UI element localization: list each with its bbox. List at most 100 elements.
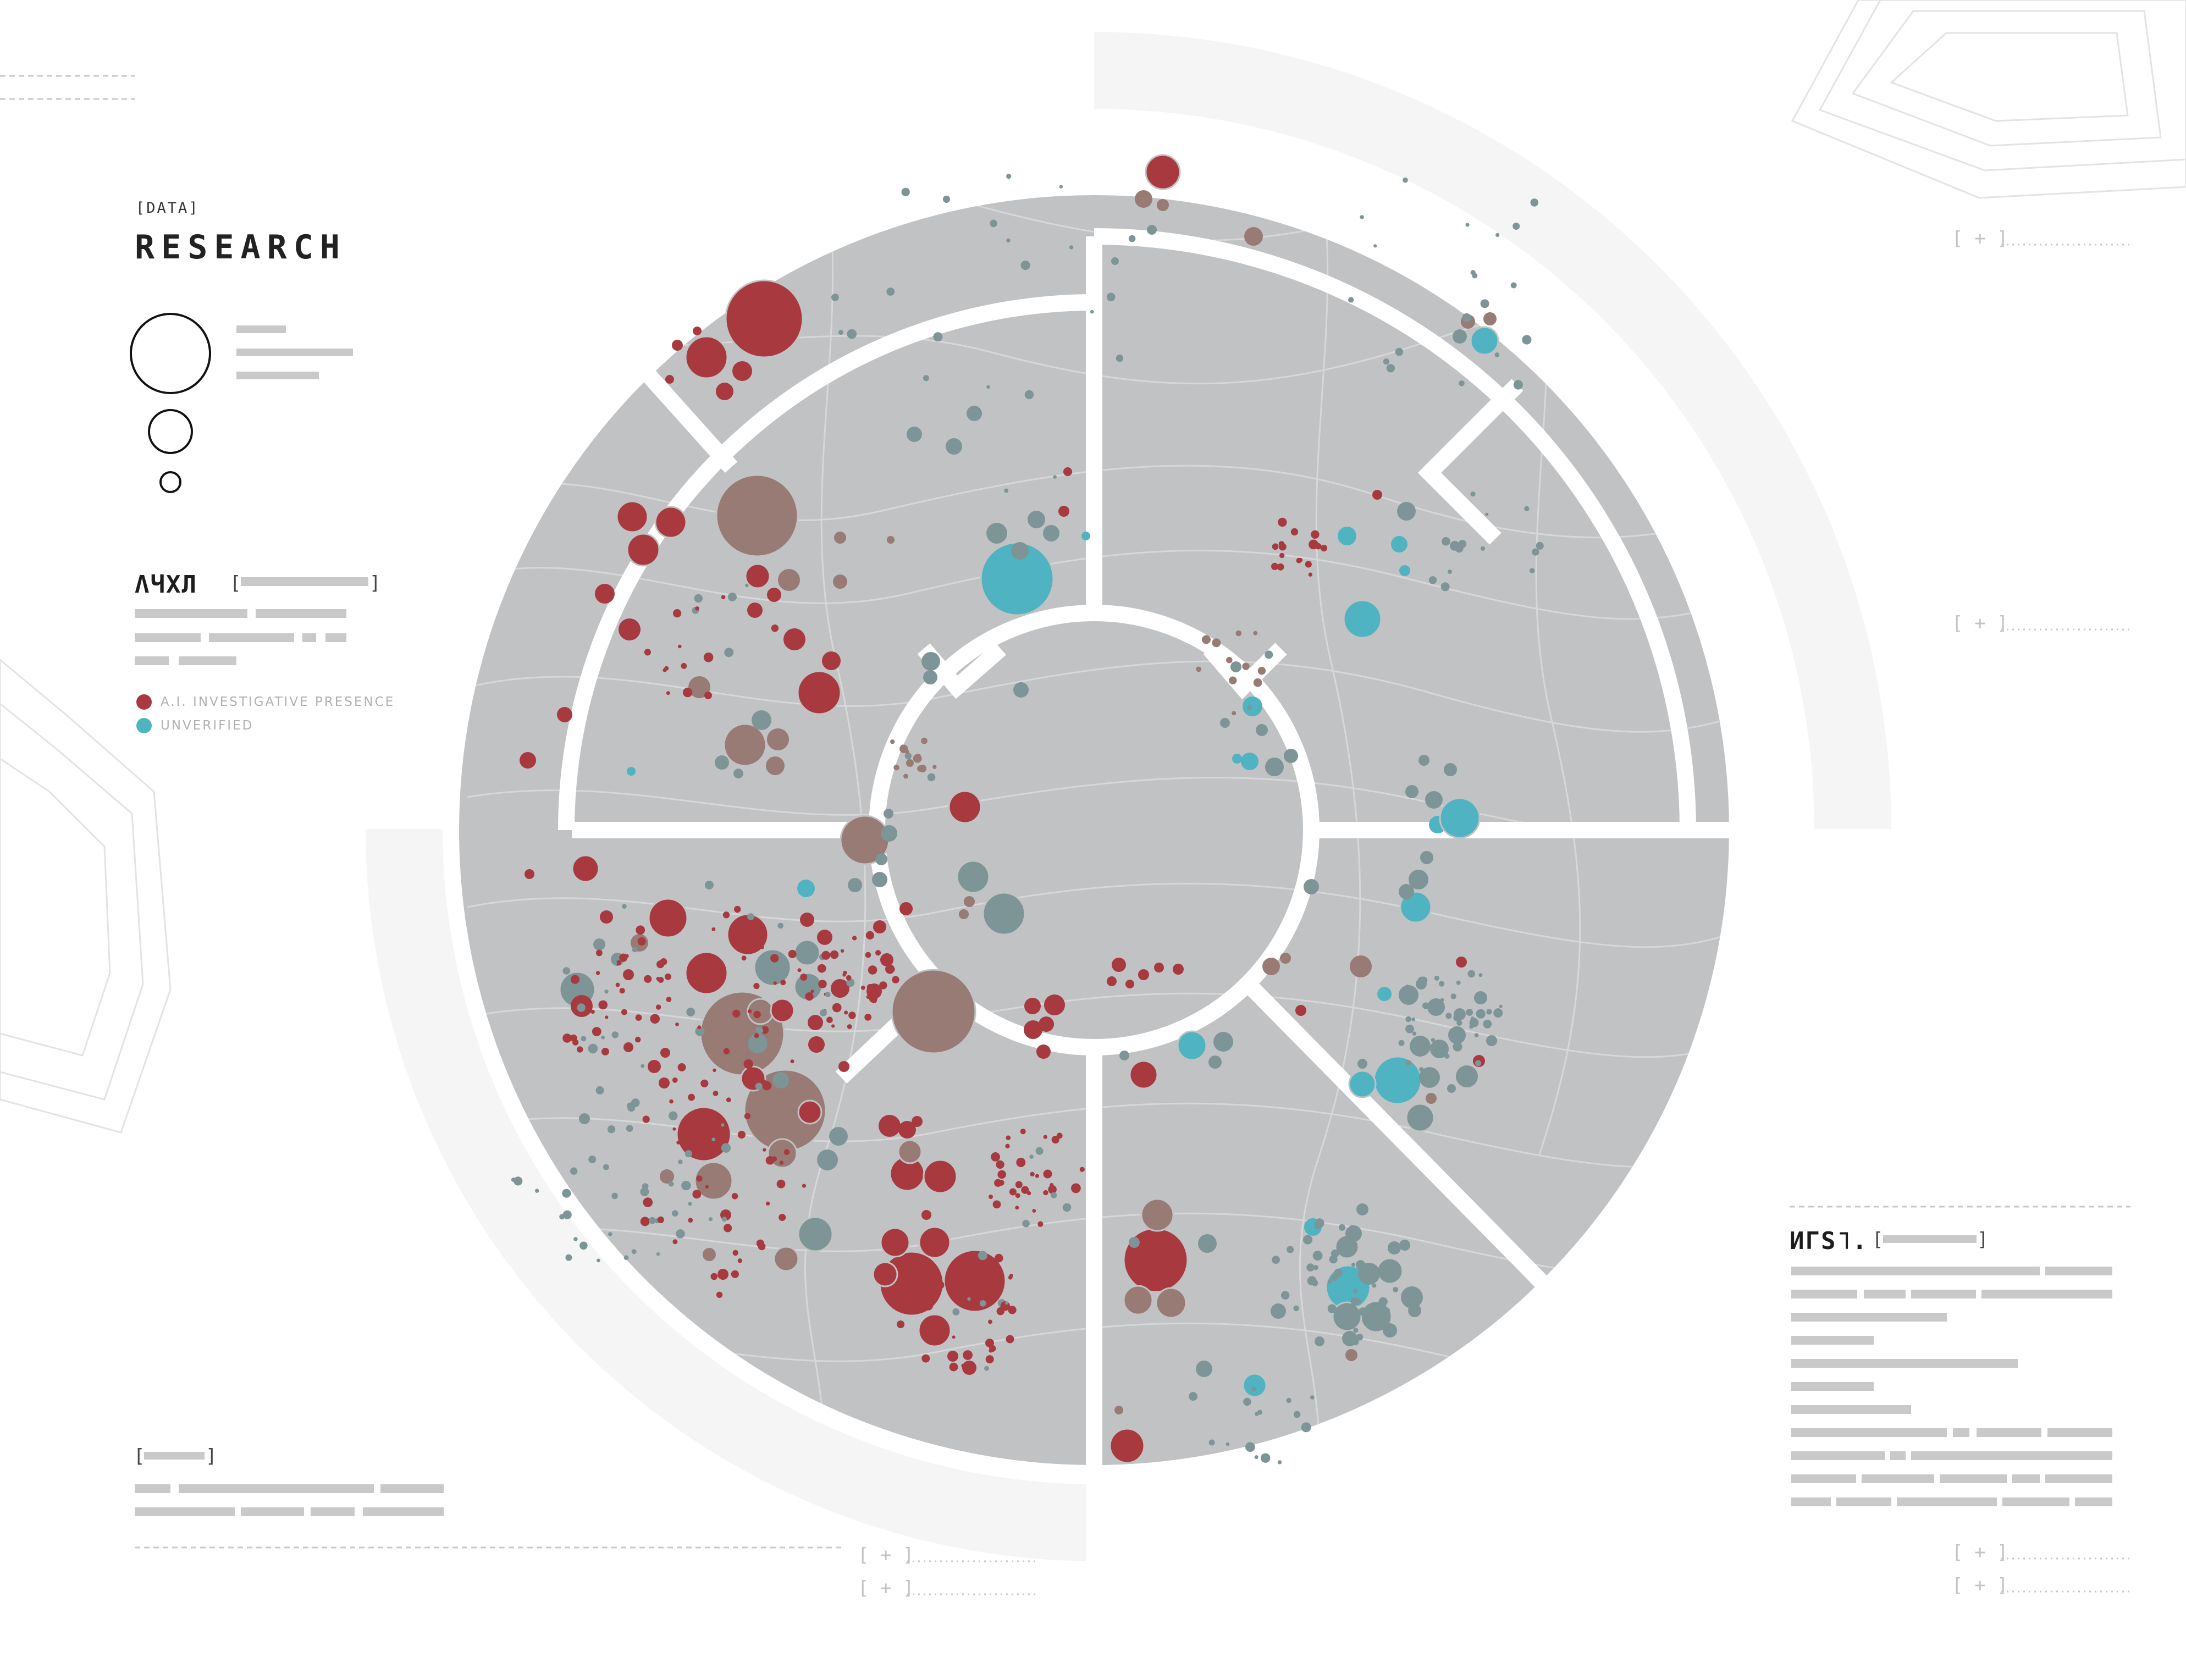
bubble-dot — [1356, 1260, 1366, 1270]
bubble-dot — [825, 992, 831, 997]
bubble — [1256, 724, 1268, 736]
bubble-dot — [779, 1160, 784, 1165]
bottom-left-bracket-open: [ — [134, 1445, 145, 1467]
bubble-dot — [562, 967, 571, 975]
bubble-dot — [601, 1047, 609, 1055]
bubble-dot — [1450, 993, 1456, 999]
bubble-dot — [635, 1014, 642, 1021]
bubble — [967, 406, 982, 421]
bubble-dot — [1293, 1411, 1301, 1418]
bubble-dot — [579, 1241, 588, 1250]
bubble-dot — [577, 1046, 583, 1053]
bubble-dot — [688, 1202, 692, 1206]
size-legend-small-circle — [159, 471, 181, 493]
bubble-dot — [1495, 233, 1500, 237]
bubble — [723, 723, 767, 767]
bubble — [1208, 1055, 1222, 1069]
bubble-dot — [1004, 488, 1009, 493]
right-panel-placeholder-lines — [1791, 1267, 2112, 1506]
svg-text:[ + ]: [ + ] — [858, 1577, 914, 1599]
bubble-dot — [636, 925, 645, 935]
bubble — [906, 759, 914, 767]
bubble — [1284, 749, 1298, 763]
bubble-dot — [623, 1255, 629, 1260]
bubble — [1372, 490, 1382, 500]
bubble-dot — [993, 1276, 1000, 1283]
bubble — [520, 752, 536, 769]
bubble-dot — [695, 1026, 705, 1036]
bubble-dot — [1486, 1009, 1492, 1015]
bubble-dot — [675, 915, 680, 920]
bubble-dot — [1247, 705, 1252, 710]
bubble — [1280, 953, 1291, 964]
bubble — [1444, 763, 1457, 776]
bubble-dot — [668, 1181, 674, 1187]
bubble — [797, 880, 815, 897]
bubble-dot — [1029, 1154, 1034, 1159]
bubble-dot — [1478, 973, 1483, 977]
bubble-dot — [840, 949, 844, 953]
bubble — [1155, 1287, 1187, 1319]
bubble-dot — [1196, 666, 1201, 672]
bubble-dot — [1351, 1262, 1356, 1267]
bubble-dot — [1536, 541, 1544, 550]
bubble-dot — [753, 1010, 761, 1019]
bubble — [986, 523, 1007, 544]
bubble-layer — [511, 154, 1544, 1465]
legend-red-dot — [136, 694, 152, 710]
bubble-dot — [1420, 976, 1428, 985]
bubble-dot — [1522, 335, 1532, 345]
bubble-dot — [1512, 223, 1520, 230]
size-legend-medium-circle — [148, 409, 193, 454]
bubble — [797, 1216, 833, 1252]
bubble — [1189, 1392, 1197, 1401]
bubble — [907, 427, 922, 442]
bubble-dot — [1452, 1035, 1461, 1045]
bubble-dot — [1008, 1275, 1013, 1280]
bubble — [672, 340, 683, 351]
svg-text:[ + ]: [ + ] — [858, 1544, 914, 1566]
bubble — [704, 692, 712, 699]
bubble-dot — [694, 594, 703, 603]
bubble-dot — [1015, 1206, 1019, 1210]
bubble-dot — [790, 1059, 794, 1064]
bubble-dot — [1405, 1016, 1411, 1023]
bubble-dot — [669, 1099, 674, 1104]
bubble — [1419, 1067, 1440, 1088]
bubble-dot — [721, 1143, 731, 1153]
bubble-dot — [640, 1187, 649, 1197]
bubble-dot — [1051, 1192, 1057, 1198]
bubble-dot — [924, 1301, 933, 1311]
bubble — [1453, 329, 1467, 344]
bubble — [648, 1060, 661, 1073]
bubble — [1343, 599, 1382, 639]
bubble-dot — [643, 1197, 653, 1207]
bubble-dot — [678, 1159, 683, 1164]
bubble-dot — [1422, 1002, 1429, 1009]
bubble-dot — [990, 219, 997, 228]
bubble — [1418, 755, 1429, 766]
bubble-dot — [852, 936, 857, 941]
bubble — [1112, 958, 1126, 972]
bubble-dot — [570, 975, 580, 984]
svg-text:[ + ]: [ + ] — [1952, 612, 2008, 634]
bubble-dot — [669, 1111, 678, 1120]
bubble — [783, 628, 805, 650]
bubble-dot — [1253, 678, 1262, 687]
bubble-dot — [1043, 1135, 1047, 1139]
bubble — [1154, 963, 1164, 972]
bubble — [1295, 1005, 1306, 1016]
hexagon-pattern-left — [0, 659, 172, 1134]
bubble-dot — [927, 773, 936, 782]
bubble — [918, 1226, 951, 1259]
bubble-dot — [1442, 537, 1450, 546]
bubble-dot — [865, 952, 871, 958]
bubble-dot — [868, 965, 877, 975]
bubble-dot — [705, 1185, 709, 1189]
bubble — [1111, 257, 1119, 265]
bubble-dot — [565, 1254, 572, 1261]
bubble — [1356, 1203, 1368, 1215]
bubble-dot — [1474, 1033, 1479, 1038]
bubble — [1345, 1349, 1357, 1361]
bubble — [616, 500, 649, 533]
